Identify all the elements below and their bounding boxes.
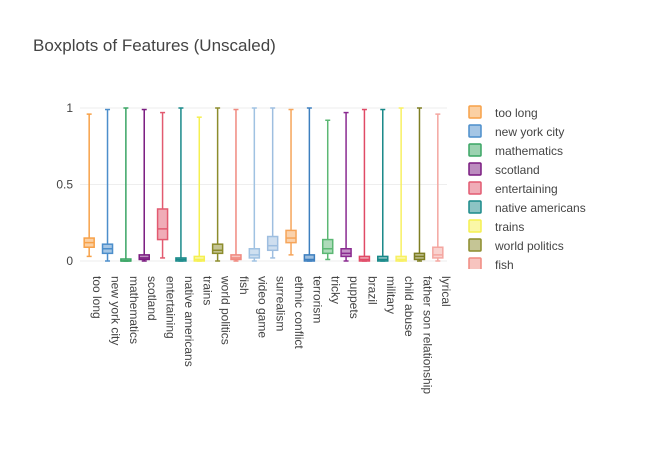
legend-item: entertaining	[468, 181, 558, 196]
box-video-game	[248, 107, 261, 262]
box-new-york-city	[101, 108, 114, 262]
y-axis: 00.51	[56, 101, 73, 268]
legend-label: trains	[495, 220, 524, 234]
legend-item: new york city	[468, 124, 564, 139]
box-iqr	[285, 229, 297, 244]
legend-swatch	[468, 219, 482, 233]
box-world-politics	[211, 107, 224, 262]
x-axis: too long new york city mathematics scotland…	[90, 275, 453, 394]
x-tick-label: terrorism	[310, 276, 324, 323]
legend-label: too long	[495, 106, 538, 120]
legend-clip-mask	[465, 269, 635, 299]
box-native-americans	[175, 107, 187, 262]
x-tick-label: scotland	[145, 276, 159, 321]
y-tick-label: 0.5	[56, 178, 73, 192]
box-iqr	[211, 243, 224, 255]
legend-swatch	[468, 105, 482, 119]
box-surrealism	[266, 107, 279, 259]
box-iqr	[193, 255, 206, 262]
box-iqr	[340, 248, 352, 258]
box-iqr	[321, 238, 334, 255]
legend-item: world politics	[468, 238, 564, 253]
x-tick-label: native americans	[182, 276, 196, 367]
box-brazil	[358, 108, 371, 262]
legend-swatch	[468, 124, 482, 138]
x-tick-label: brazil	[365, 276, 379, 305]
box-iqr	[156, 208, 169, 241]
legend-item: too long	[468, 105, 538, 120]
x-tick-label: video game	[255, 276, 269, 338]
box-tricky	[321, 119, 334, 261]
x-tick-label: world politics	[219, 275, 233, 345]
x-tick-label: surrealism	[274, 276, 288, 331]
box-iqr	[230, 254, 242, 261]
box-lyrical	[432, 113, 444, 262]
x-tick-label: new york city	[109, 276, 123, 345]
legend-label: entertaining	[495, 182, 558, 196]
legend-label: scotland	[495, 163, 540, 177]
box-child-abuse	[395, 107, 407, 262]
x-tick-label: puppets	[347, 276, 361, 319]
x-tick-label: child abuse	[402, 276, 416, 337]
legend-swatch	[468, 257, 482, 271]
legend-item: trains	[468, 219, 524, 234]
box-iqr	[266, 235, 279, 252]
box-ethnic-conflict	[285, 108, 297, 256]
box-iqr	[377, 255, 389, 262]
box-entertaining	[156, 111, 169, 259]
box-fish	[230, 108, 242, 262]
x-tick-label: entertaining	[164, 276, 178, 339]
legend-item: native americans	[468, 200, 586, 215]
box-iqr	[303, 254, 316, 262]
box-too-long	[83, 113, 95, 258]
legend-label: world politics	[494, 239, 564, 253]
x-tick-label: tricky	[329, 276, 343, 304]
box-iqr	[395, 255, 407, 262]
legend-swatch	[468, 162, 482, 176]
legend-item: mathematics	[468, 143, 563, 158]
chart-title: Boxplots of Features (Unscaled)	[33, 36, 276, 55]
x-tick-label: mathematics	[127, 276, 141, 344]
box-scotland	[138, 108, 150, 262]
x-tick-label: father son relationship	[420, 276, 434, 394]
box-military	[377, 108, 389, 262]
legend-swatch	[468, 238, 482, 252]
box-father-son-relationship	[413, 107, 426, 262]
legend-item: scotland	[468, 162, 540, 177]
box-trains	[193, 116, 206, 262]
box-puppets	[340, 111, 352, 262]
y-tick-label: 0	[66, 254, 73, 268]
legend-label: mathematics	[495, 144, 563, 158]
box-terrorism	[303, 107, 316, 262]
x-tick-label: fish	[237, 276, 251, 295]
legend-label: new york city	[495, 125, 564, 139]
box-iqr	[358, 255, 371, 262]
box-iqr	[138, 254, 150, 261]
x-tick-label: too long	[90, 276, 104, 319]
legend-swatch	[468, 181, 482, 195]
legend-swatch	[468, 200, 482, 214]
x-tick-label: trains	[200, 276, 214, 305]
x-tick-label: military	[384, 276, 398, 314]
legend-label: native americans	[495, 201, 586, 215]
y-tick-label: 1	[66, 101, 73, 115]
legend-swatch	[468, 143, 482, 157]
box-iqr	[432, 246, 444, 259]
legend-label: fish	[495, 258, 514, 272]
box-series-group	[83, 107, 444, 262]
x-tick-label: lyrical	[439, 276, 453, 307]
box-mathematics	[120, 107, 132, 262]
box-iqr	[248, 248, 261, 259]
x-tick-label: ethnic conflict	[292, 276, 306, 349]
legend: too long new york city mathematics scotland…	[465, 105, 635, 299]
